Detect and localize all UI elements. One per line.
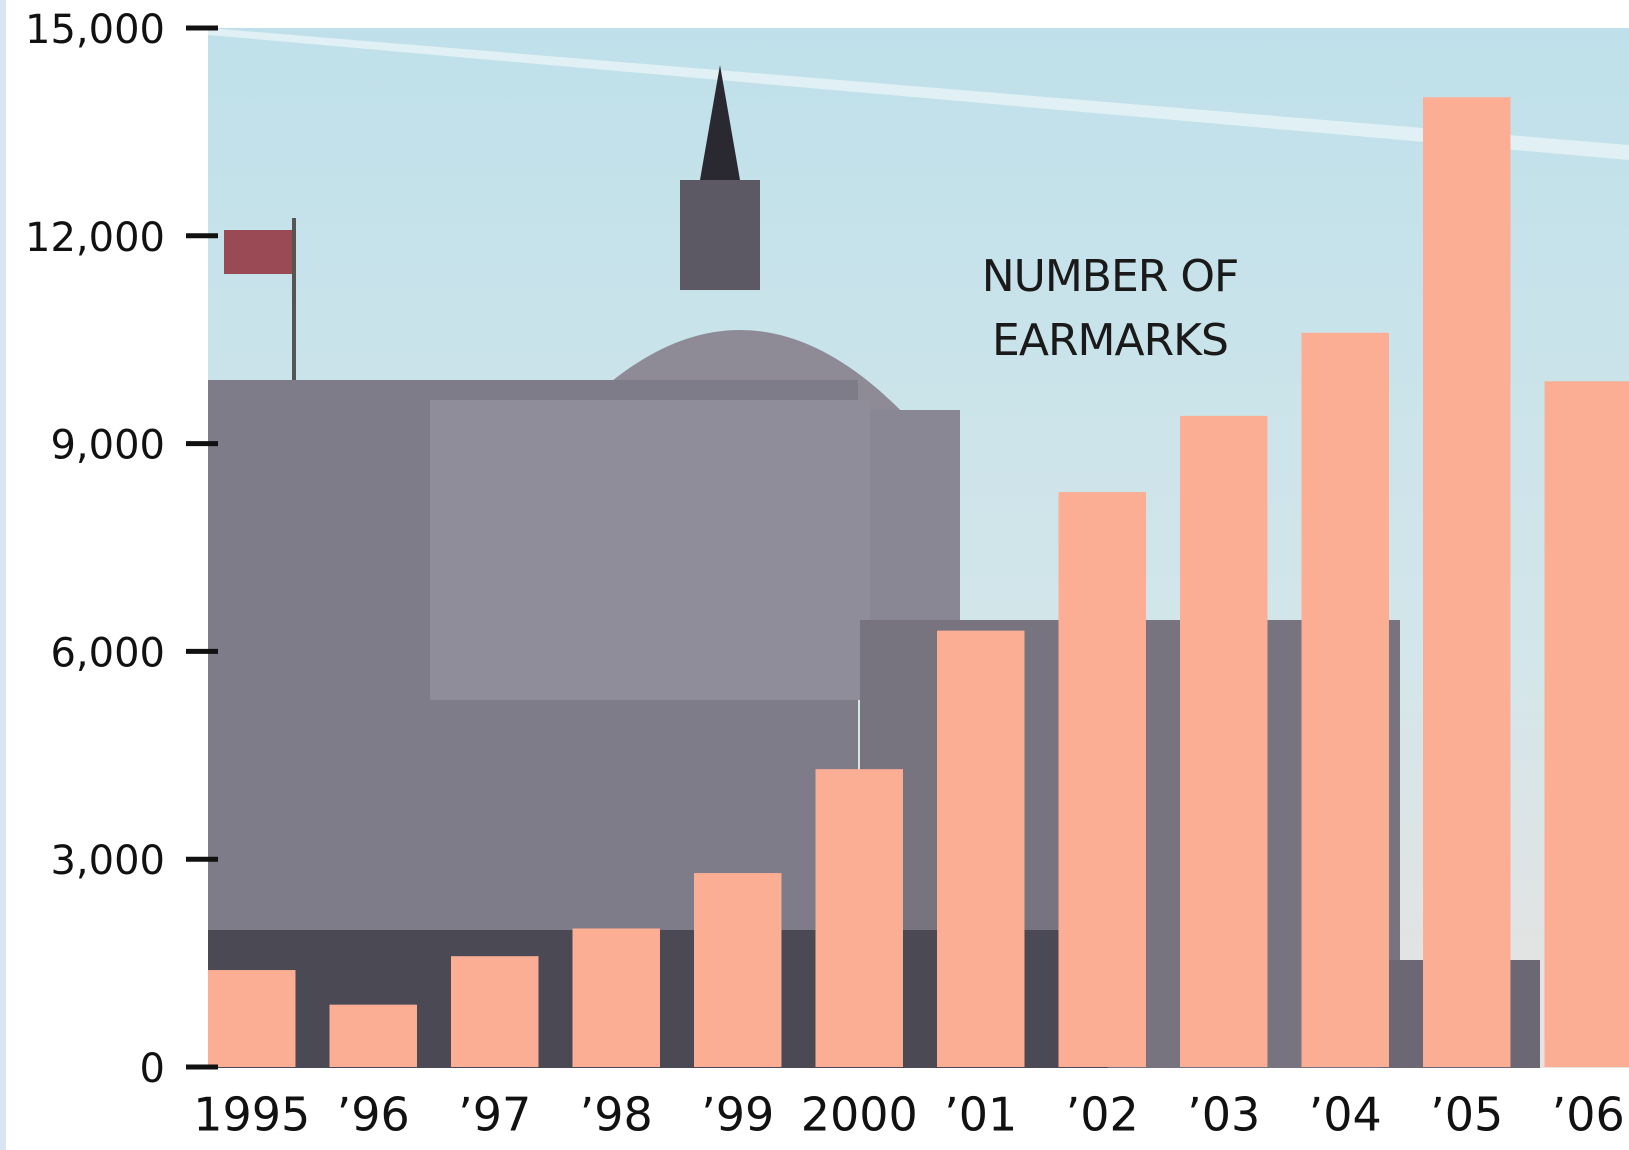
bar <box>1544 381 1629 1067</box>
y-tick-label: 6,000 <box>50 630 165 676</box>
bar <box>572 928 660 1067</box>
chart-title: NUMBER OF EARMARKS <box>981 251 1240 366</box>
bar <box>1301 332 1389 1068</box>
x-tick-label: ’97 <box>458 1088 531 1142</box>
x-tick-label: 2000 <box>801 1088 918 1142</box>
bar <box>451 956 539 1067</box>
left-border <box>0 0 6 1150</box>
x-tick-label: ’99 <box>701 1088 774 1142</box>
x-tick-label: 1995 <box>193 1088 310 1142</box>
x-tick-label: ’04 <box>1309 1088 1382 1142</box>
y-tick-label: 9,000 <box>50 423 165 469</box>
bar <box>329 1004 417 1067</box>
y-tick-label: 3,000 <box>50 838 165 884</box>
x-tick-label: ’96 <box>337 1088 410 1142</box>
x-tick-label: ’03 <box>1187 1088 1260 1142</box>
bar <box>208 970 296 1067</box>
background-photo <box>208 28 1629 1068</box>
x-tick-label: ’01 <box>944 1088 1017 1142</box>
bar <box>815 769 903 1067</box>
y-tick-label: 12,000 <box>25 215 165 261</box>
bar <box>937 630 1025 1067</box>
bar <box>694 873 782 1067</box>
bar <box>1423 97 1511 1068</box>
y-tick-label: 0 <box>140 1046 165 1092</box>
y-tick-label: 15,000 <box>25 7 165 53</box>
bar <box>1058 492 1146 1067</box>
x-tick-label: ’06 <box>1552 1088 1625 1142</box>
x-tick-label: ’98 <box>580 1088 653 1142</box>
bar <box>1180 415 1268 1068</box>
x-tick-label: ’02 <box>1066 1088 1139 1142</box>
x-tick-label: ’05 <box>1430 1088 1503 1142</box>
